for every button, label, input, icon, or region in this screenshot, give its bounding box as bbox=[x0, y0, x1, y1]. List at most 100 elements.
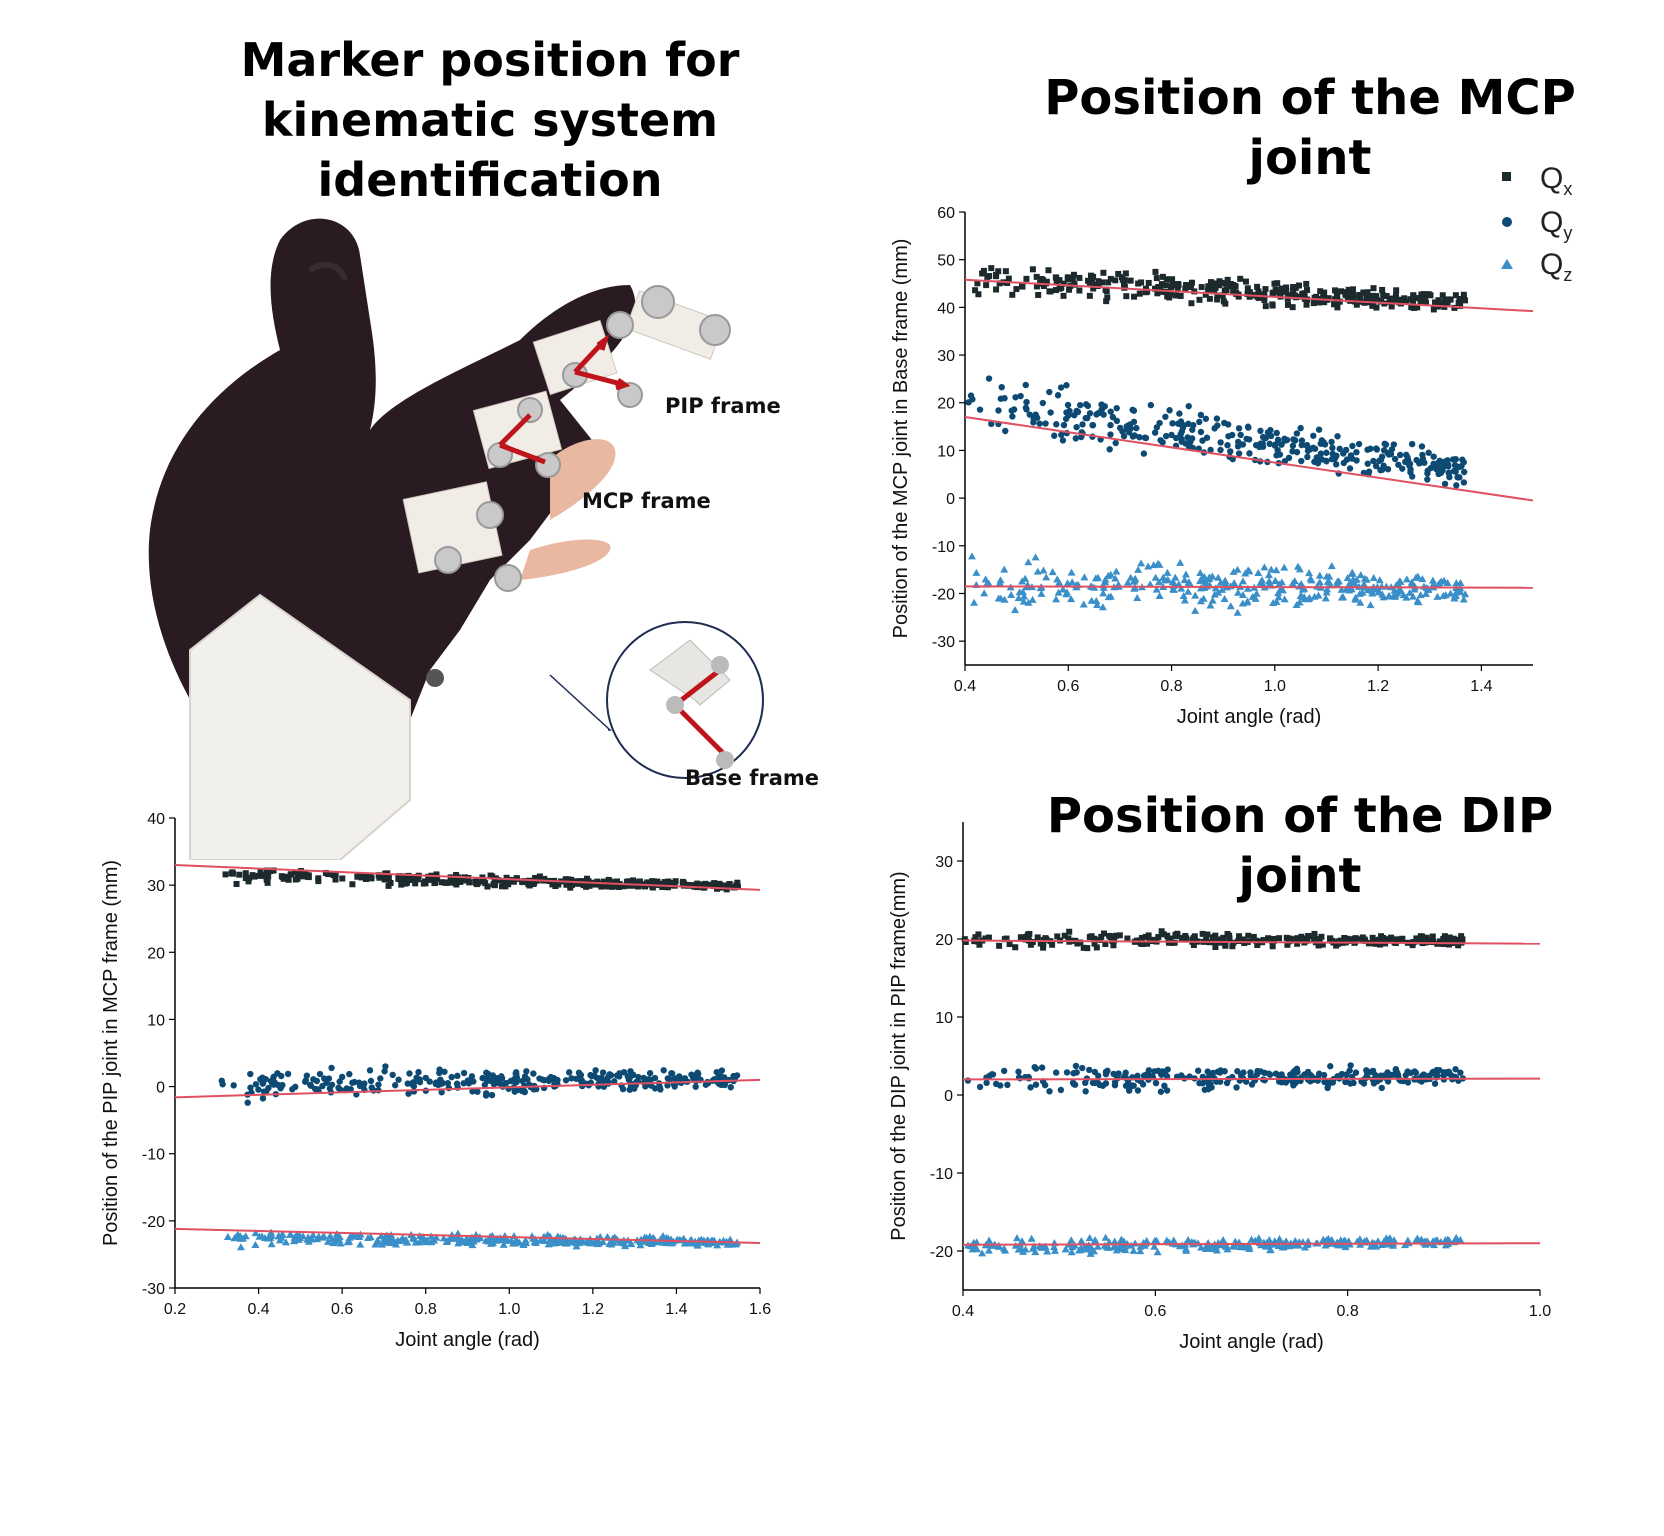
pip-point-Qx bbox=[716, 880, 723, 887]
dip-point-Qz bbox=[1212, 1246, 1221, 1254]
dip-point-Qy bbox=[1309, 1073, 1316, 1081]
pip-point-Qy bbox=[382, 1063, 389, 1070]
dip-point-Qz bbox=[1333, 1239, 1342, 1247]
pip-point-Qz bbox=[500, 1232, 509, 1240]
dip-point-Qz bbox=[1293, 1240, 1302, 1248]
mcp-point-Qx bbox=[1121, 283, 1128, 290]
pip-point-Qz bbox=[727, 1239, 736, 1247]
dip-point-Qz bbox=[1281, 1241, 1290, 1249]
mcp-point-Qx bbox=[1232, 283, 1239, 290]
legend-label-qz: Q bbox=[1540, 248, 1563, 281]
dip-point-Qx bbox=[1269, 943, 1276, 950]
pip-point-Qx bbox=[502, 883, 509, 890]
dip-point-Qz bbox=[1417, 1235, 1426, 1243]
pip-point-Qx bbox=[242, 870, 249, 877]
mcp-point-Qx bbox=[1120, 278, 1127, 285]
pip-point-Qz bbox=[521, 1236, 530, 1244]
mcp-point-Qy bbox=[1446, 469, 1453, 477]
pip-point-Qy bbox=[404, 1080, 411, 1087]
dip-point-Qy bbox=[1416, 1075, 1423, 1083]
dip-point-Qx bbox=[1372, 937, 1379, 944]
mcp-point-Qx bbox=[1442, 297, 1449, 304]
dip-point-Qz bbox=[1319, 1235, 1328, 1243]
pip-point-Qy bbox=[460, 1080, 467, 1087]
dip-point-Qx bbox=[1458, 939, 1465, 946]
dip-point-Qx bbox=[1192, 937, 1199, 944]
pip-point-Qx bbox=[681, 880, 688, 887]
dip-title: Position of the DIP joint bbox=[1046, 788, 1554, 904]
mcp-point-Qy bbox=[1097, 436, 1104, 443]
dip-point-Qz bbox=[1456, 1235, 1465, 1243]
pip-point-Qy bbox=[599, 1078, 607, 1085]
dip-point-Qx bbox=[1111, 937, 1118, 944]
pip-point-Qy bbox=[422, 1074, 429, 1082]
dip-point-Qy bbox=[1440, 1076, 1448, 1083]
pip-point-Qy bbox=[588, 1072, 596, 1080]
dip-point-Qx bbox=[1165, 937, 1172, 944]
frame-axes-arrows bbox=[498, 333, 631, 465]
pip-point-Qx bbox=[700, 884, 707, 891]
pip-point-Qx bbox=[261, 871, 268, 878]
dip-point-Qx bbox=[1399, 936, 1406, 943]
dip-point-Qx bbox=[1109, 937, 1116, 944]
mcp-point-Qz bbox=[1022, 583, 1031, 591]
dip-point-Qy bbox=[1027, 1084, 1034, 1091]
pip-point-Qz bbox=[486, 1232, 495, 1240]
pip-point-Qz bbox=[499, 1240, 508, 1248]
mcp-point-Qy bbox=[1373, 445, 1380, 452]
dip-point-Qz bbox=[1017, 1245, 1026, 1253]
pip-point-Qx bbox=[427, 875, 434, 882]
mcp-point-Qy bbox=[1030, 419, 1037, 426]
mcp-point-Qz bbox=[1325, 578, 1334, 586]
dip-point-Qz bbox=[1421, 1237, 1430, 1245]
mcp-point-Qz bbox=[1402, 593, 1411, 601]
mcp-point-Qz bbox=[1396, 587, 1405, 595]
pip-point-Qz bbox=[603, 1233, 612, 1241]
dip-point-Qx bbox=[1026, 930, 1033, 937]
mcp-point-Qz bbox=[1351, 595, 1360, 603]
pip-point-Qx bbox=[620, 883, 627, 890]
pip-point-Qy bbox=[441, 1068, 448, 1075]
dip-point-Qy bbox=[1404, 1068, 1411, 1075]
mcp-point-Qx bbox=[975, 291, 982, 298]
pip-point-Qy bbox=[302, 1077, 310, 1084]
mcp-point-Qy bbox=[1454, 474, 1461, 481]
pip-point-Qx bbox=[630, 878, 637, 885]
dip-point-Qz bbox=[1191, 1238, 1200, 1246]
dip-point-Qy bbox=[1433, 1066, 1440, 1074]
dip-point-Qx bbox=[1042, 935, 1049, 942]
dip-point-Qx bbox=[1375, 937, 1382, 944]
mcp-point-Qy bbox=[1082, 414, 1089, 422]
pip-point-Qx bbox=[616, 880, 623, 887]
pip-point-Qx bbox=[575, 880, 582, 887]
mcp-point-Qx bbox=[1336, 298, 1343, 305]
dip-point-Qy bbox=[1213, 1077, 1221, 1085]
mcp-point-Qz bbox=[1093, 600, 1102, 608]
pip-point-Qz bbox=[658, 1235, 667, 1243]
dip-point-Qy bbox=[1155, 1067, 1162, 1074]
mcp-point-Qy bbox=[1329, 450, 1336, 458]
dip-point-Qz bbox=[1136, 1242, 1145, 1250]
mcp-point-Qx bbox=[1123, 293, 1130, 300]
dip-point-Qy bbox=[1129, 1074, 1136, 1081]
mcp-point-Qy bbox=[1017, 392, 1024, 400]
mcp-point-Qz bbox=[1418, 575, 1427, 583]
mcp-point-Qx bbox=[1441, 298, 1448, 305]
mcp-point-Qz bbox=[1260, 563, 1269, 571]
mcp-point-Qx bbox=[1261, 291, 1268, 298]
mcp-point-Qy bbox=[1262, 434, 1269, 442]
mcp-point-Qy bbox=[1141, 434, 1149, 441]
pip-point-Qz bbox=[651, 1236, 660, 1244]
pip-point-Qz bbox=[658, 1238, 667, 1246]
pip-point-Qz bbox=[658, 1232, 667, 1240]
dip-point-Qz bbox=[1313, 1239, 1322, 1247]
pip-point-Qy bbox=[244, 1099, 251, 1106]
dip-point-Qx bbox=[1088, 933, 1095, 940]
pip-fit-line-Qz bbox=[174, 1227, 761, 1245]
mcp-point-Qz bbox=[1239, 577, 1248, 585]
dip-point-Qz bbox=[994, 1242, 1003, 1250]
dip-point-Qx bbox=[1218, 939, 1225, 946]
dip-point-Qz bbox=[1119, 1243, 1128, 1251]
mcp-point-Qz bbox=[996, 576, 1005, 584]
mcp-point-Qx bbox=[1338, 288, 1345, 295]
